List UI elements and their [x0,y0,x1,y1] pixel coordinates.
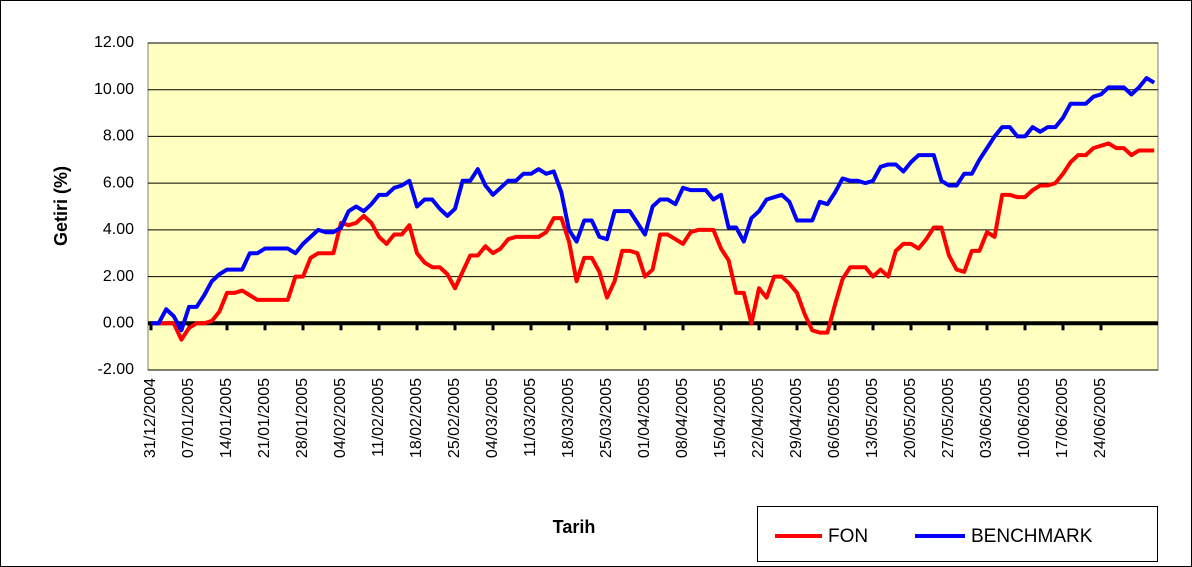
y-tick-label: 10.00 [94,81,134,98]
legend: FON BENCHMARK [775,526,1093,547]
x-tick-label: 25/02/2005 [446,378,463,458]
x-tick-label: 27/05/2005 [940,378,957,458]
plot-area [147,42,1159,371]
y-tick-label: 6.00 [103,174,134,191]
x-tick-label: 13/05/2005 [864,378,881,458]
x-tick-label: 21/01/2005 [256,378,273,458]
series-line [151,76,1156,333]
x-axis-label: Tarih [553,517,596,537]
x-tick-label: 01/04/2005 [636,378,653,458]
x-tick-label: 18/02/2005 [408,378,425,458]
y-tick-label: 0.00 [103,315,134,332]
x-tick-label: 29/04/2005 [788,378,805,458]
x-tick-label: 11/03/2005 [522,378,539,457]
x-tick-label: 03/06/2005 [978,378,995,458]
x-tick-label: 06/05/2005 [826,378,843,458]
x-tick-label: 10/06/2005 [1016,378,1033,458]
y-tick-label: -2.00 [98,361,135,378]
x-tick-label: 14/01/2005 [218,378,235,458]
x-tick-label: 08/04/2005 [674,378,691,458]
x-tick-label: 04/02/2005 [332,378,349,458]
x-tick-label: 28/01/2005 [294,378,311,458]
x-tick-label: 11/02/2005 [370,378,387,457]
x-tick-label: 15/04/2005 [712,378,729,458]
legend-label: BENCHMARK [971,526,1093,547]
x-tick-label: 07/01/2005 [180,378,197,458]
x-tick-label: 20/05/2005 [902,378,919,458]
x-tick-label: 18/03/2005 [560,378,577,458]
y-tick-label: 12.00 [94,34,134,51]
y-tick-label: 2.00 [103,268,134,285]
x-tick-label: 25/03/2005 [598,378,615,458]
x-tick-label: 24/06/2005 [1092,378,1109,458]
series-line [151,141,1155,342]
legend-label: FON [828,526,868,547]
y-tick-label: 4.00 [103,221,134,238]
y-axis-label: Getiri (%) [51,166,71,246]
x-tick-label: 17/06/2005 [1054,378,1071,458]
x-tick-label: 04/03/2005 [484,378,501,458]
x-tick-label: 22/04/2005 [750,378,767,458]
x-tick-label: 31/12/2004 [142,378,159,458]
y-tick-label: 8.00 [103,128,134,145]
